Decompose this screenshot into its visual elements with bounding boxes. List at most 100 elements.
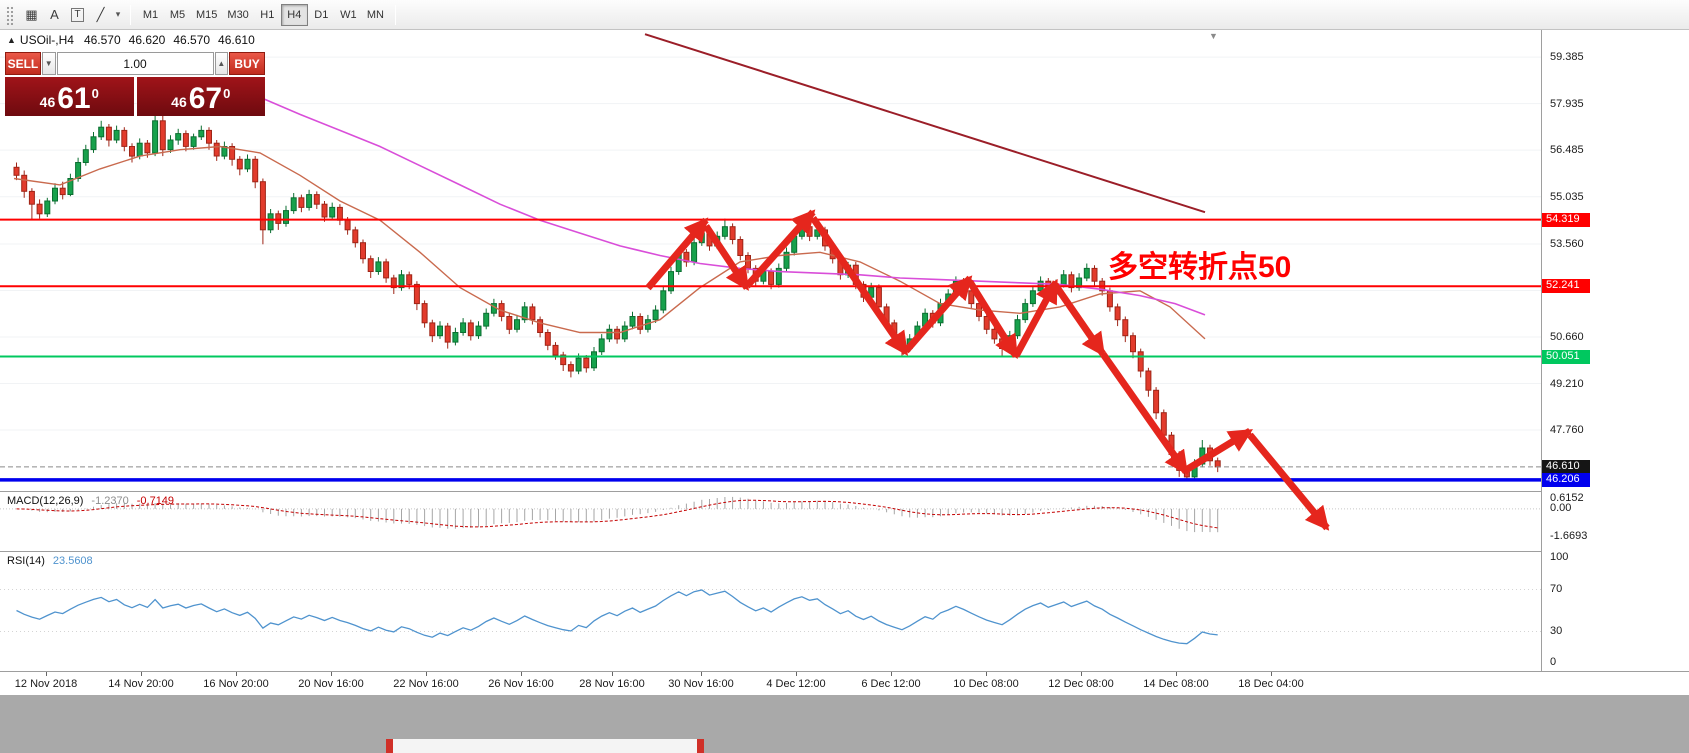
price-tag: 52.241: [1542, 279, 1590, 293]
bottom-bar: [386, 739, 704, 753]
time-axis-tick: [46, 672, 47, 676]
timeframe-button-h4[interactable]: H4: [280, 3, 308, 26]
timeframe-button-m30[interactable]: M30: [227, 8, 249, 21]
timeframe-button-w1[interactable]: W1: [340, 8, 357, 21]
toolbar-separator: [394, 4, 396, 25]
time-axis-tick: [521, 672, 522, 676]
rsi-axis-label: 100: [1550, 551, 1569, 563]
draw-line-icon[interactable]: ╱: [96, 6, 105, 22]
time-axis-tick: [612, 672, 613, 676]
dropdown-arrow-icon[interactable]: ▾: [115, 9, 121, 19]
time-axis-tick: [331, 672, 332, 676]
toolbar-separator: [130, 4, 131, 25]
trade-controls-row: SELL ▼ ▲ BUY: [5, 52, 265, 75]
buy-price-sup: 0: [223, 86, 231, 101]
toolbar: ▦ A T ╱ ▾ M1 M5 M15 M30 H1 H4 D1 W1 MN: [0, 0, 1689, 30]
ohlc-open: 46.570: [83, 33, 121, 47]
symbol-marker-icon: ▲: [7, 35, 16, 45]
time-axis-tick: [891, 672, 892, 676]
macd-axis-label: -1.6693: [1550, 530, 1588, 542]
time-axis-label: 30 Nov 16:00: [668, 678, 734, 690]
time-axis-label: 14 Dec 08:00: [1143, 678, 1209, 690]
time-axis-label: 26 Nov 16:00: [488, 678, 554, 690]
price-axis-label: 50.660: [1550, 331, 1584, 343]
sell-price-sup: 0: [91, 86, 99, 101]
rsi-label: RSI(14) 23.5608: [7, 555, 93, 567]
price-tag: 54.319: [1542, 213, 1590, 227]
time-axis-label: 22 Nov 16:00: [393, 678, 459, 690]
time-axis-label: 12 Dec 08:00: [1048, 678, 1114, 690]
main-chart[interactable]: ▲ USOil-,H4 46.570 46.620 46.570 46.610 …: [0, 30, 1541, 531]
text-tool-icon[interactable]: T: [66, 4, 89, 26]
timeframe-button-m5[interactable]: M5: [169, 8, 186, 21]
sell-button[interactable]: SELL: [5, 52, 41, 75]
price-chart-svg[interactable]: [0, 30, 1541, 531]
macd-name: MACD(12,26,9): [7, 495, 84, 507]
chart-annotation-text: 多空转折点50: [1108, 251, 1292, 284]
rsi-axis-label: 30: [1550, 625, 1563, 637]
ohlc-low: 46.570: [173, 33, 211, 47]
rsi-panel[interactable]: RSI(14) 23.5608: [0, 551, 1541, 671]
time-axis-label: 18 Dec 04:00: [1238, 678, 1304, 690]
volume-decrease-button[interactable]: ▼: [41, 52, 56, 75]
buy-price-big: 67: [188, 82, 223, 115]
buy-price-prefix: 46: [171, 94, 187, 110]
rsi-value: 23.5608: [52, 555, 93, 567]
price-axis-label: 53.560: [1550, 238, 1584, 250]
macd-signal-value: -0.7149: [136, 495, 175, 507]
price-axis-label: 56.485: [1550, 144, 1584, 156]
timeframe-button-h1[interactable]: H1: [260, 8, 275, 21]
buy-button[interactable]: BUY: [229, 52, 265, 75]
volume-input[interactable]: [56, 52, 214, 75]
time-axis-tick: [796, 672, 797, 676]
text-label-icon[interactable]: A: [50, 7, 59, 22]
time-axis-tick: [141, 672, 142, 676]
macd-axis-label: 0.6152: [1550, 492, 1584, 504]
price-axis-label: 47.760: [1550, 424, 1584, 436]
timeframe-button-m1[interactable]: M1: [142, 8, 159, 21]
time-axis-tick: [1176, 672, 1177, 676]
time-axis-tick: [986, 672, 987, 676]
macd-chart-svg: [0, 496, 1541, 533]
timeframe-button-mn[interactable]: MN: [366, 8, 384, 21]
timeframe-button-m15[interactable]: M15: [196, 8, 218, 21]
time-axis-tick: [236, 672, 237, 676]
macd-label: MACD(12,26,9) -1.2370 -0.7149: [7, 495, 174, 507]
time-axis-label: 10 Dec 08:00: [953, 678, 1019, 690]
trade-prices-row: 46 61 0 46 67 0: [5, 77, 265, 116]
price-tag: 46.206: [1542, 473, 1590, 487]
price-axis-label: 49.210: [1550, 378, 1584, 390]
time-axis-label: 12 Nov 2018: [14, 678, 78, 690]
macd-panel[interactable]: MACD(12,26,9) -1.2370 -0.7149: [0, 491, 1541, 551]
rsi-chart-svg: [0, 589, 1541, 645]
price-tag: 46.610: [1542, 460, 1590, 474]
timeframe-button-d1[interactable]: D1: [314, 8, 329, 21]
price-axis[interactable]: 59.38557.93556.48555.03553.56052.11050.6…: [1541, 30, 1689, 671]
sell-price-display[interactable]: 46 61 0: [5, 77, 134, 116]
symbol-title: USOil-,H4: [19, 33, 74, 47]
sell-price-big: 61: [57, 82, 91, 115]
macd-main-value: -1.2370: [91, 495, 129, 507]
volume-increase-button[interactable]: ▲: [214, 52, 229, 75]
time-axis-label: 14 Nov 20:00: [108, 678, 174, 690]
price-axis-label: 59.385: [1550, 51, 1584, 63]
drawing-tools-group: ▦ A T ╱ ▾: [20, 4, 124, 26]
time-axis-label: 4 Dec 12:00: [766, 678, 826, 690]
grid-icon[interactable]: ▦: [25, 6, 38, 22]
chart-shift-marker-icon[interactable]: ▼: [1209, 31, 1218, 41]
price-tag: 50.051: [1542, 350, 1590, 364]
symbol-info: ▲ USOil-,H4 46.570 46.620 46.570 46.610: [7, 33, 263, 47]
ohlc-close: 46.610: [218, 33, 255, 47]
time-axis-tick: [1081, 672, 1082, 676]
time-axis-label: 28 Nov 16:00: [579, 678, 645, 690]
buy-price-display[interactable]: 46 67 0: [136, 77, 265, 116]
bottom-strip: [0, 695, 1689, 753]
time-axis-tick: [1271, 672, 1272, 676]
macd-axis-label: 0.00: [1550, 502, 1572, 514]
toolbar-grip-handle[interactable]: [5, 4, 13, 25]
rsi-axis-label: 70: [1550, 583, 1563, 595]
time-axis[interactable]: 12 Nov 2018 14 Nov 20:00 16 Nov 20:00 20 No…: [0, 671, 1689, 695]
time-axis-tick: [426, 672, 427, 676]
timeframe-buttons-group: M1 M5 M15 M30 H1 H4 D1 W1 MN: [137, 3, 389, 26]
price-axis-label: 55.035: [1550, 191, 1584, 203]
